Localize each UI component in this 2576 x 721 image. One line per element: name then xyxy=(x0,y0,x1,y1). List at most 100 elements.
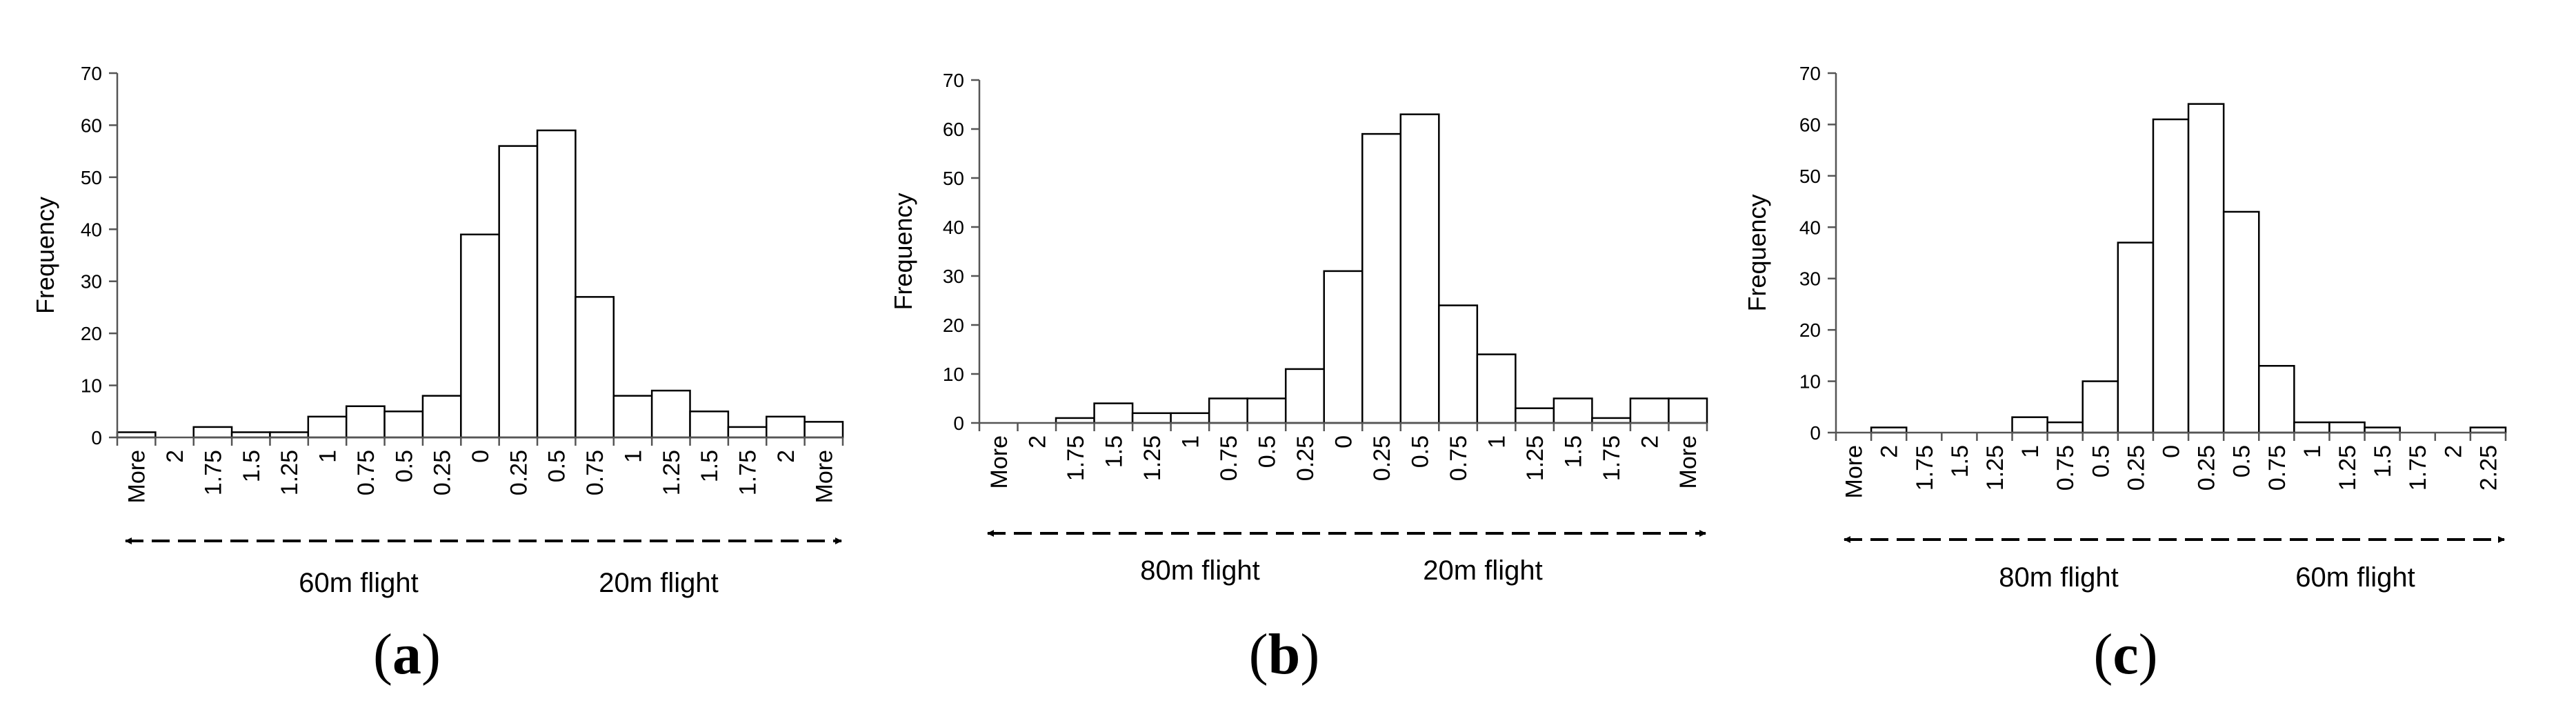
x-tick-label: 0.5 xyxy=(391,450,417,482)
x-tick-label: 0 xyxy=(1331,435,1357,448)
histogram-bar xyxy=(2152,118,2190,434)
histogram-bar xyxy=(1208,397,1248,424)
histogram-bar xyxy=(803,421,844,439)
x-tick-label: 1.5 xyxy=(2370,445,2396,477)
flight-label-right: 20m flight xyxy=(1423,555,1542,586)
x-tick-label: 1 xyxy=(620,450,646,463)
histogram-bar xyxy=(2258,364,2295,434)
histogram-bar xyxy=(612,395,653,439)
histogram-bar xyxy=(1361,132,1402,424)
histogram-bar xyxy=(192,426,233,439)
x-tick-label: 1.75 xyxy=(1912,445,1938,491)
x-tick-label: 1.75 xyxy=(735,450,761,495)
histogram-bar xyxy=(1399,113,1440,424)
x-tick-label: 0 xyxy=(2159,445,2185,458)
x-tick-label: More xyxy=(124,450,150,503)
histogram-bar xyxy=(1438,304,1479,424)
x-tick-label: 1.75 xyxy=(1599,435,1625,481)
histogram-bar xyxy=(1552,397,1593,424)
x-tick-label: 1 xyxy=(2299,445,2326,458)
x-tick-label: 2 xyxy=(162,450,188,463)
histogram-bar xyxy=(2187,103,2225,434)
histogram-bar xyxy=(421,395,462,439)
flight-label-left: 80m flight xyxy=(1140,555,1259,586)
histogram-bar xyxy=(1515,407,1555,424)
y-axis-title: Frequency xyxy=(31,197,59,314)
y-tick-label: 70 xyxy=(943,70,964,91)
x-tick-label: 0.25 xyxy=(2194,445,2220,491)
histogram-bar xyxy=(498,145,539,439)
x-tick-label: 0 xyxy=(468,450,494,463)
x-tick-label: 1 xyxy=(2017,445,2044,458)
x-tick-label: 1.5 xyxy=(1101,435,1127,468)
x-tick-label: 0.5 xyxy=(2229,445,2255,477)
panel-caption-a: (a) xyxy=(373,622,441,687)
histogram-bar xyxy=(345,405,386,439)
histogram-bar xyxy=(1170,412,1210,424)
x-tick-label: 1.75 xyxy=(2405,445,2431,491)
x-tick-label: 1 xyxy=(315,450,341,463)
y-tick-label: 30 xyxy=(943,266,964,287)
y-tick-label: 50 xyxy=(943,168,964,189)
x-tick-label: 0.75 xyxy=(1446,435,1472,481)
panel-caption-c: (c) xyxy=(2093,622,2158,687)
histogram-bar xyxy=(2046,421,2084,434)
histogram-bar xyxy=(2117,241,2155,434)
histogram-bar xyxy=(1476,353,1517,424)
y-tick-label: 20 xyxy=(943,315,964,336)
x-tick-label: More xyxy=(811,450,837,503)
y-tick-label: 60 xyxy=(81,115,102,136)
x-tick-label: 0.25 xyxy=(1292,435,1319,481)
x-tick-label: 0.75 xyxy=(582,450,608,495)
histogram-bar xyxy=(1323,270,1364,424)
x-tick-label: 0.75 xyxy=(2264,445,2290,491)
histogram-bar xyxy=(575,296,615,439)
flight-label-left: 80m flight xyxy=(1999,562,2118,593)
histogram-bar xyxy=(650,389,691,439)
y-tick-label: 50 xyxy=(1799,166,1821,187)
histogram-bar xyxy=(1093,402,1134,424)
histogram-bar xyxy=(689,411,730,439)
x-tick-label: More xyxy=(986,435,1012,488)
x-tick-label: 2 xyxy=(2440,445,2466,458)
panel-caption-b: (b) xyxy=(1248,622,1320,687)
x-tick-label: 1.25 xyxy=(1139,435,1166,481)
x-tick-label: 1.5 xyxy=(1561,435,1587,468)
x-tick-label: 1.5 xyxy=(1947,445,1973,477)
x-tick-label: 1.5 xyxy=(697,450,723,482)
y-tick-label: 30 xyxy=(81,271,102,293)
x-tick-label: 0.25 xyxy=(1369,435,1395,481)
y-tick-label: 0 xyxy=(91,427,102,448)
x-tick-label: 2 xyxy=(1877,445,1903,458)
x-tick-label: 2.25 xyxy=(2475,445,2502,491)
y-tick-label: 70 xyxy=(1799,63,1821,84)
x-tick-label: 0.25 xyxy=(2123,445,2149,491)
y-tick-label: 10 xyxy=(943,364,964,385)
histogram-bar xyxy=(766,415,806,439)
y-tick-label: 40 xyxy=(81,219,102,240)
x-tick-label: 0.5 xyxy=(2088,445,2114,477)
y-tick-label: 20 xyxy=(1799,319,1821,341)
x-tick-label: 0.5 xyxy=(1254,435,1280,468)
histogram-bar xyxy=(1668,397,1708,424)
y-axis-title: Frequency xyxy=(889,192,917,310)
x-tick-label: 1.25 xyxy=(1982,445,2008,491)
histogram-bar xyxy=(460,233,500,439)
x-tick-label: 1.25 xyxy=(2335,445,2361,491)
x-tick-label: 1 xyxy=(1177,435,1204,448)
y-tick-label: 30 xyxy=(1799,268,1821,290)
x-tick-label: 2 xyxy=(1024,435,1050,448)
x-tick-label: 1 xyxy=(1484,435,1510,448)
histogram-bar xyxy=(2328,421,2366,434)
y-tick-label: 20 xyxy=(81,323,102,344)
histogram-bar xyxy=(2293,421,2330,434)
histogram-bar xyxy=(1629,397,1670,424)
histogram-bar xyxy=(2081,380,2119,434)
histogram-bar xyxy=(2011,416,2048,434)
x-tick-label: 1.25 xyxy=(1522,435,1548,481)
histogram-bar xyxy=(727,426,768,439)
histogram-bar xyxy=(536,129,577,439)
